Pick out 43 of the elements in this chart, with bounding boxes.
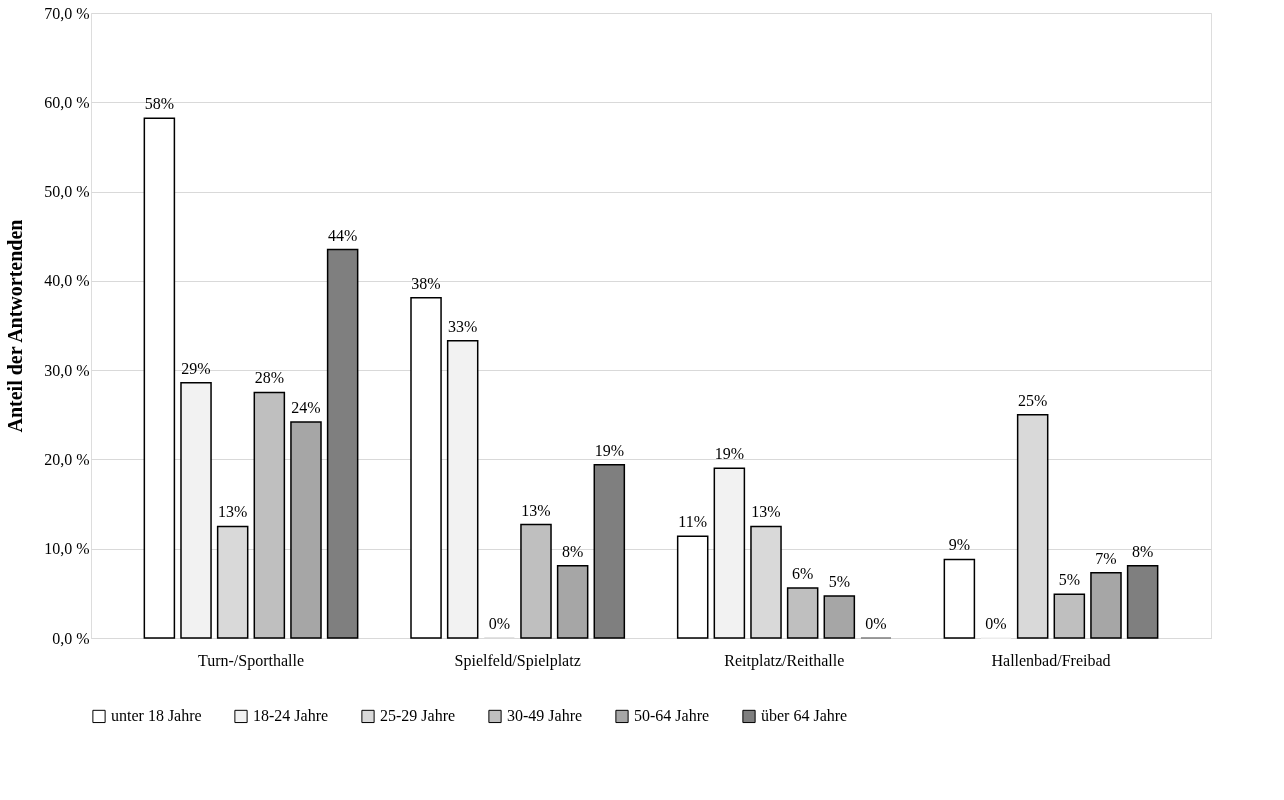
data-label: 5% [828,573,850,591]
data-label: 6% [792,565,814,582]
y-tick-label: 10,0 % [44,540,90,558]
x-tick-label: Hallenbad/Freibad [991,651,1111,669]
data-label: 9% [948,536,971,554]
data-label: 7% [1095,549,1117,567]
y-axis-title: Anteil der Antwortenden [4,219,27,433]
y-tick-label: 20,0 % [44,450,90,468]
y-tick-label: 40,0 % [44,272,90,290]
data-label: 28% [254,369,284,387]
data-label: 13% [218,503,248,521]
data-label: 24% [291,398,321,416]
legend-label: 50-64 Jahre [634,707,710,725]
data-label: 11% [678,513,708,531]
data-label: 0% [865,615,887,632]
data-label: 0% [985,615,1007,632]
data-label: 29% [181,359,211,377]
x-tick-label: Turn-/Sporthalle [197,651,305,670]
data-label: 13% [521,501,551,519]
data-label: 19% [594,441,624,459]
data-label: 5% [1058,571,1080,589]
y-tick-label: 60,0 % [44,93,90,111]
x-tick-label: Reitplatz/Reithalle [724,651,845,670]
x-tick-label: Spielfeld/Spielplatz [454,651,581,670]
y-tick-label: 70,0 % [44,4,90,22]
data-label: 13% [751,503,781,521]
data-label: 44% [327,226,358,244]
legend-label: 30-49 Jahre [507,707,583,725]
legend-label: 18-24 Jahre [253,707,329,725]
data-label: 19% [714,445,745,463]
y-tick-label: 50,0 % [44,183,90,201]
legend-label: über 64 Jahre [761,707,848,725]
data-label: 0% [488,615,510,632]
data-label: 25% [1018,391,1048,409]
data-label: 8% [1131,542,1154,560]
data-label: 58% [144,95,175,113]
legend-label: 25-29 Jahre [380,707,456,725]
legend-label: unter 18 Jahre [111,707,202,725]
data-label: 38% [411,274,441,292]
y-tick-label: 30,0 % [44,361,90,379]
data-label: 8% [561,542,584,560]
data-label: 33% [448,317,478,335]
y-tick-label: 0,0 % [52,629,90,647]
